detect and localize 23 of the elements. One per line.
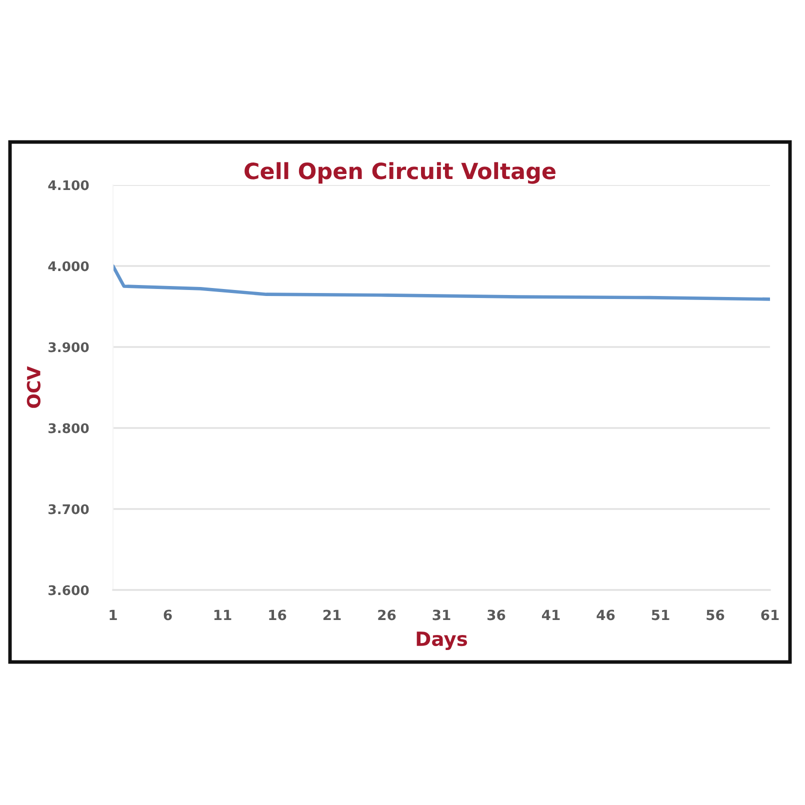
- y-tick-label: 3.700: [48, 504, 89, 514]
- y-tick-label: 4.100: [48, 180, 89, 190]
- x-tick-label: 11: [214, 610, 232, 620]
- x-tick-label: 41: [542, 610, 560, 620]
- x-tick-label: 1: [110, 610, 117, 620]
- x-tick-label: 21: [323, 610, 341, 620]
- y-tick-label: 3.800: [48, 423, 89, 434]
- x-tick-label: 26: [378, 610, 396, 620]
- line-series: [113, 264, 770, 301]
- x-tick-label: 51: [652, 610, 670, 620]
- x-tick-label: 61: [761, 610, 779, 620]
- y-tick-label: 3.600: [48, 585, 89, 596]
- x-tick-label: 56: [706, 610, 724, 620]
- x-axis-title: Days: [416, 632, 468, 650]
- y-axis-title: OCV: [26, 366, 40, 408]
- x-tick-label: 16: [269, 610, 286, 620]
- chart-title: Cell Open Circuit Voltage: [244, 162, 556, 184]
- x-tick-label: 36: [488, 610, 506, 620]
- x-tick-label: 6: [164, 610, 172, 620]
- x-tick-label: 31: [432, 610, 450, 620]
- y-tick-label: 3.900: [48, 342, 89, 352]
- y-tick-label: 4.000: [48, 261, 89, 272]
- x-tick-label: 46: [596, 610, 615, 620]
